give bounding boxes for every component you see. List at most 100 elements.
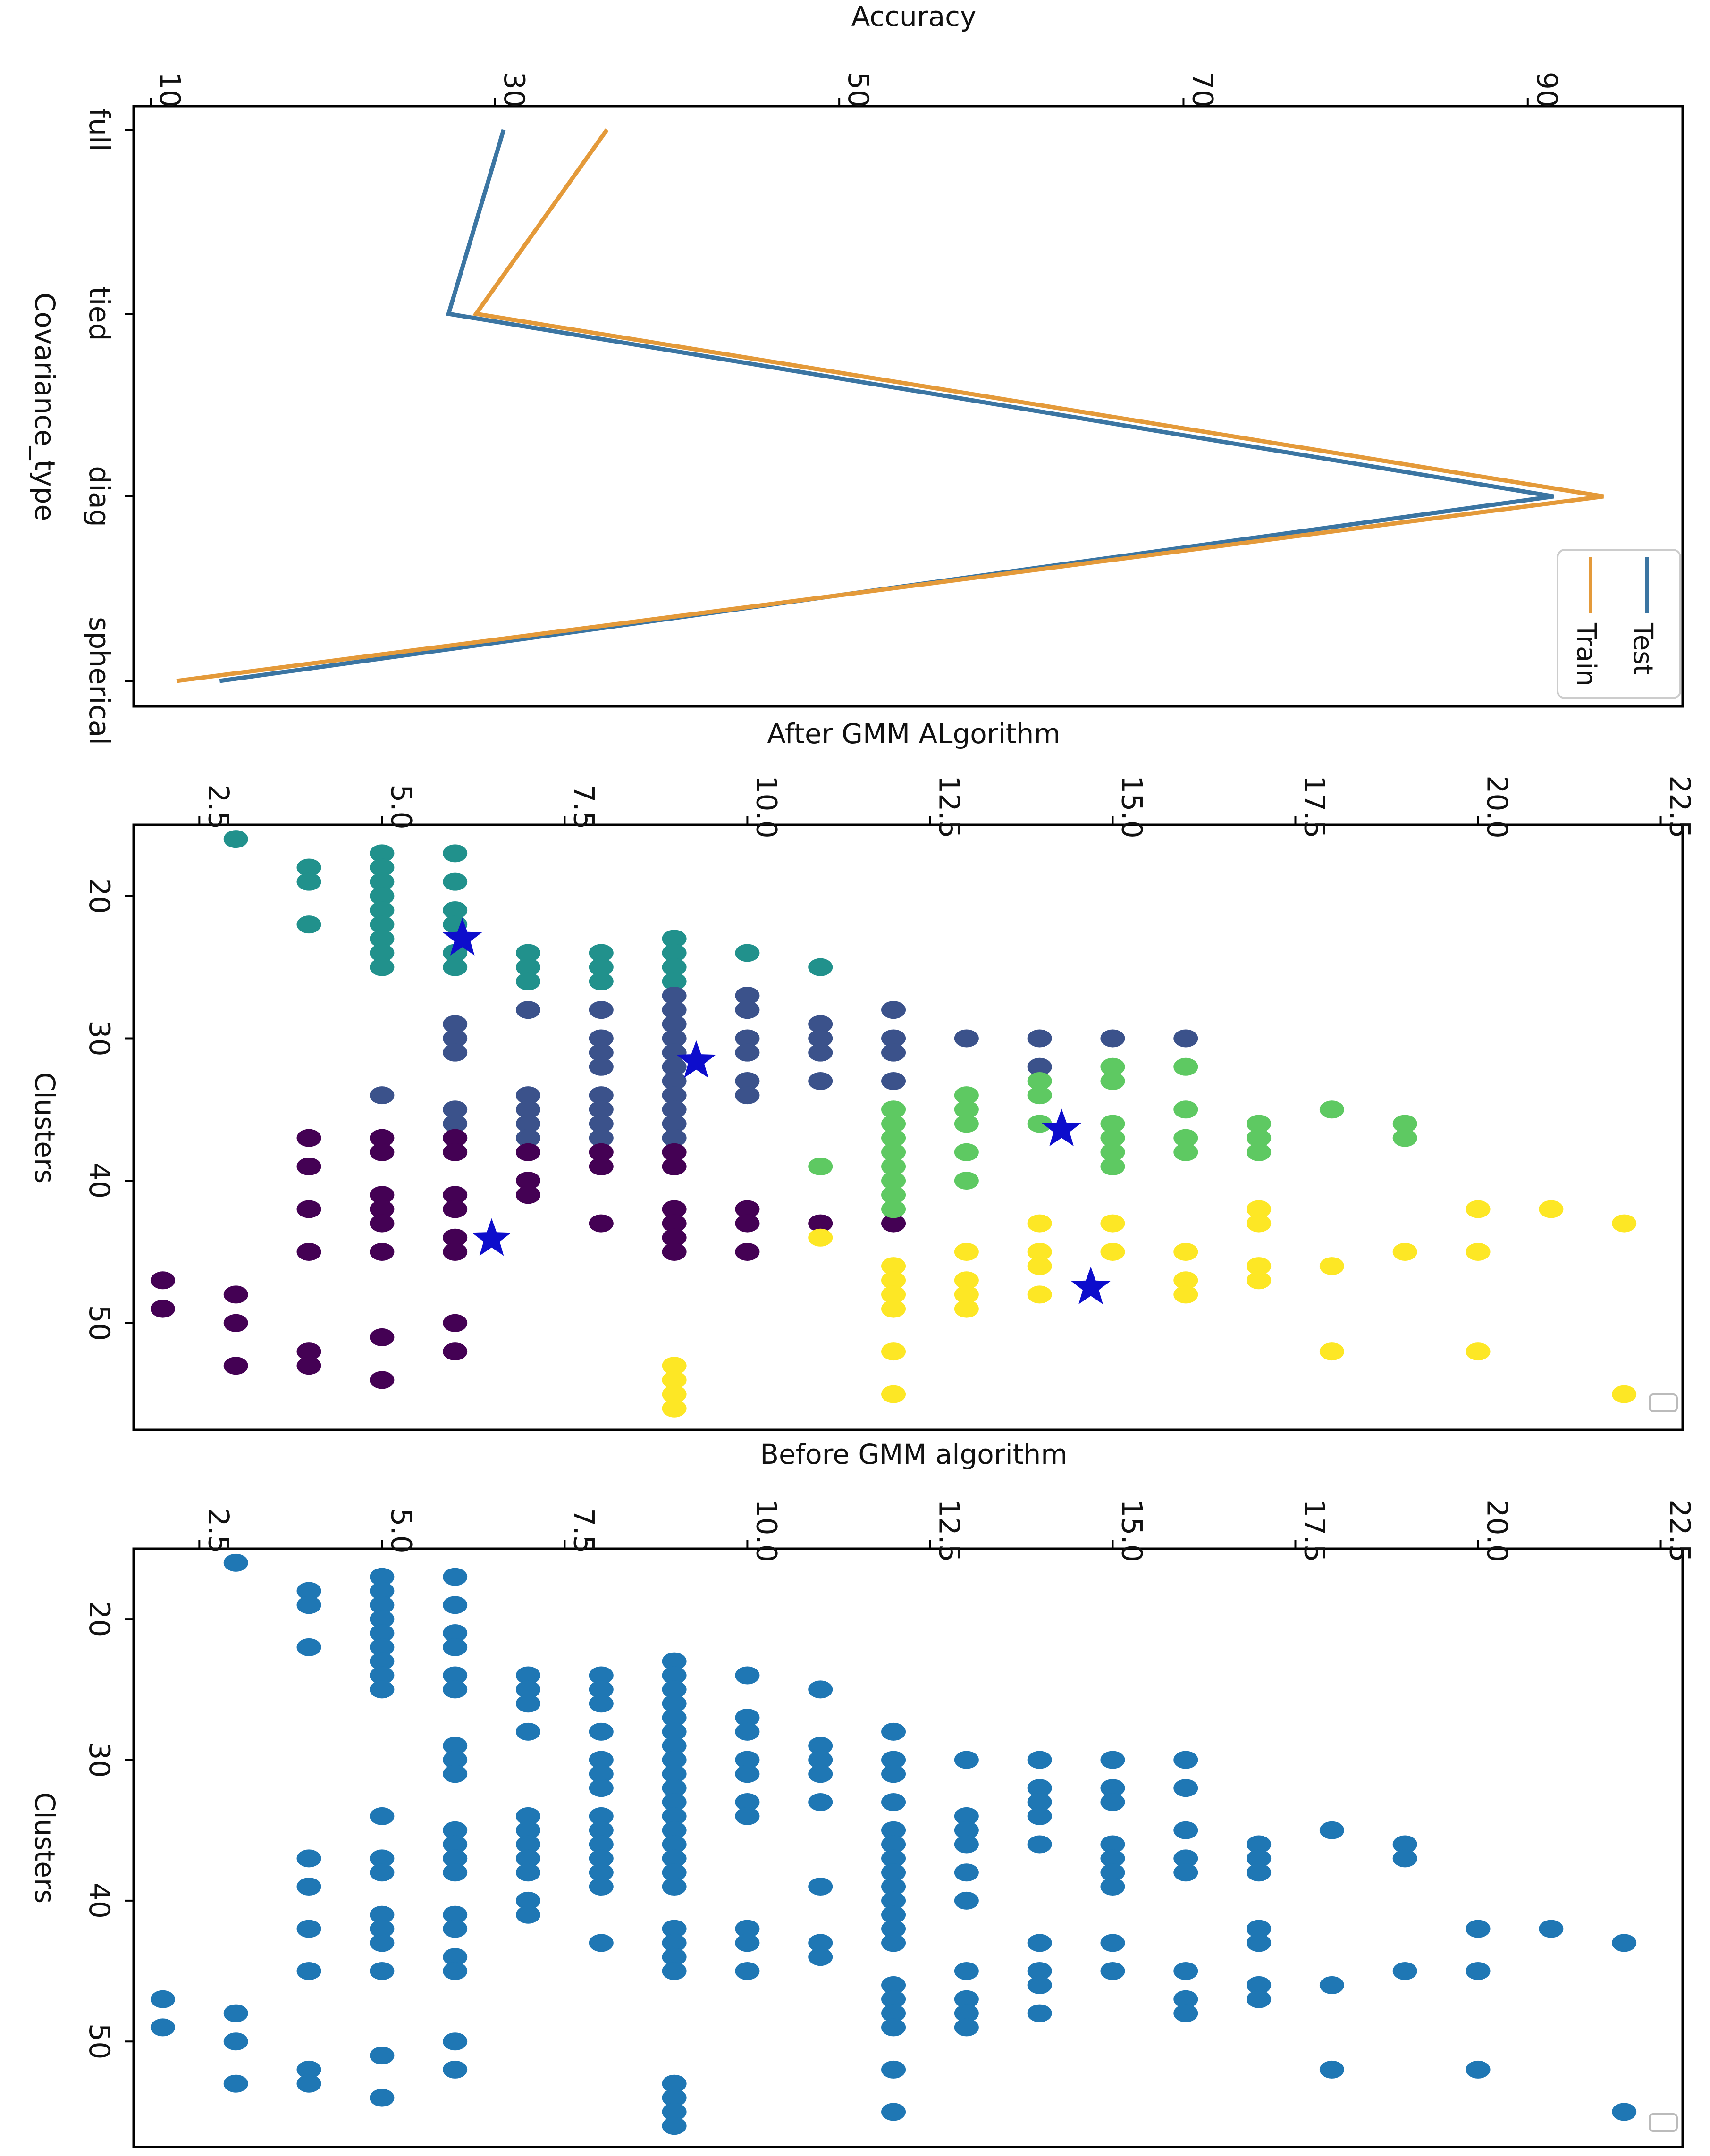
centroid-star: [676, 1040, 716, 1078]
data-point: [881, 1115, 906, 1133]
data-point: [589, 1057, 614, 1076]
data-point: [1027, 1793, 1052, 1812]
data-point: [443, 1143, 468, 1161]
data-point: [808, 1214, 833, 1233]
data-point: [515, 1722, 540, 1741]
data-point: [515, 1086, 540, 1105]
before-gmm-legend-box: [1649, 2113, 1678, 2132]
data-point: [370, 1143, 395, 1161]
series-line-train: [176, 128, 1604, 683]
data-point: [1173, 1100, 1198, 1119]
data-point: [515, 1891, 540, 1910]
data-point: [881, 1257, 906, 1275]
data-point: [808, 1765, 833, 1783]
data-point: [1100, 1143, 1125, 1161]
data-point: [1612, 2103, 1637, 2121]
data-point: [954, 1285, 979, 1304]
data-point: [443, 1015, 468, 1033]
data-point: [370, 1666, 395, 1685]
data-point: [1100, 1751, 1125, 1769]
data-point: [443, 2032, 468, 2051]
data-point: [881, 1072, 906, 1090]
value-tick-label: 5.0: [384, 784, 417, 829]
data-point: [296, 1849, 321, 1868]
data-point: [662, 1157, 687, 1175]
data-point: [515, 1143, 540, 1161]
data-point: [662, 1737, 687, 1755]
accuracy-axis-title: Accuracy: [851, 0, 977, 33]
after-gmm-centroids: [442, 918, 1111, 1304]
data-point: [1319, 1257, 1344, 1275]
data-point: [443, 1680, 468, 1699]
data-point: [370, 1242, 395, 1261]
data-point: [1319, 1342, 1344, 1361]
value-tick-label: 17.5: [1298, 1499, 1331, 1562]
data-point: [1173, 1129, 1198, 1147]
data-point: [1100, 1779, 1125, 1797]
data-point: [662, 958, 687, 976]
data-point: [443, 1948, 468, 1966]
data-point: [443, 1863, 468, 1882]
accuracy-legend: Test Train: [1557, 549, 1681, 699]
covariance-tick-label: tied: [83, 286, 116, 341]
value-tick-label: 12.5: [932, 775, 965, 839]
covariance-axis-title: Covariance_type: [29, 293, 61, 521]
data-point: [881, 1751, 906, 1769]
data-point: [1247, 1115, 1272, 1133]
data-point: [662, 1072, 687, 1090]
data-point: [443, 844, 468, 863]
after-gmm-points: [150, 830, 1637, 1418]
data-point: [443, 1849, 468, 1868]
data-point: [589, 1779, 614, 1797]
data-point: [370, 1328, 395, 1346]
data-point: [443, 901, 468, 919]
data-point: [370, 1624, 395, 1643]
data-point: [808, 1680, 833, 1699]
data-point: [370, 887, 395, 905]
data-point: [881, 1905, 906, 1924]
data-point: [443, 958, 468, 976]
data-point: [370, 944, 395, 962]
data-point: [954, 1029, 979, 1048]
data-point: [443, 1342, 468, 1361]
data-point: [881, 1863, 906, 1882]
data-point: [881, 1157, 906, 1175]
data-point: [1319, 2060, 1344, 2079]
data-point: [881, 1271, 906, 1290]
data-point: [954, 1100, 979, 1119]
data-point: [296, 872, 321, 891]
data-point: [1173, 1962, 1198, 1980]
data-point: [735, 1751, 760, 1769]
data-point: [443, 1962, 468, 1980]
data-point: [223, 830, 248, 848]
before-gmm-scatter-chart: Before GMM algorithm Clusters 2.5 5.0 7.5 1…: [29, 1438, 1696, 2148]
data-point: [1100, 1962, 1125, 1980]
data-point: [1247, 1835, 1272, 1854]
data-point: [296, 1596, 321, 1614]
centroid-star: [1071, 1267, 1111, 1304]
series-line-test: [219, 129, 1554, 683]
data-point: [881, 1029, 906, 1048]
data-point: [808, 1934, 833, 1952]
data-point: [735, 1666, 760, 1685]
before-gmm-cluster-ticks: 20 30 40 50: [83, 1601, 134, 2059]
data-point: [662, 1242, 687, 1261]
data-point: [150, 1990, 175, 2008]
data-point: [735, 944, 760, 962]
data-point: [443, 1920, 468, 1938]
accuracy-tick-label: 30: [497, 72, 531, 108]
data-point: [1392, 1129, 1417, 1147]
data-point: [589, 1115, 614, 1133]
data-point: [662, 1652, 687, 1670]
data-point: [515, 1835, 540, 1854]
data-point: [589, 1934, 614, 1952]
data-point: [296, 1242, 321, 1261]
data-point: [881, 1793, 906, 1812]
data-point: [954, 1821, 979, 1839]
data-point: [662, 930, 687, 948]
data-point: [443, 1228, 468, 1247]
data-point: [589, 958, 614, 976]
data-point: [1173, 1990, 1198, 2008]
data-point: [954, 1172, 979, 1190]
data-point: [370, 844, 395, 863]
